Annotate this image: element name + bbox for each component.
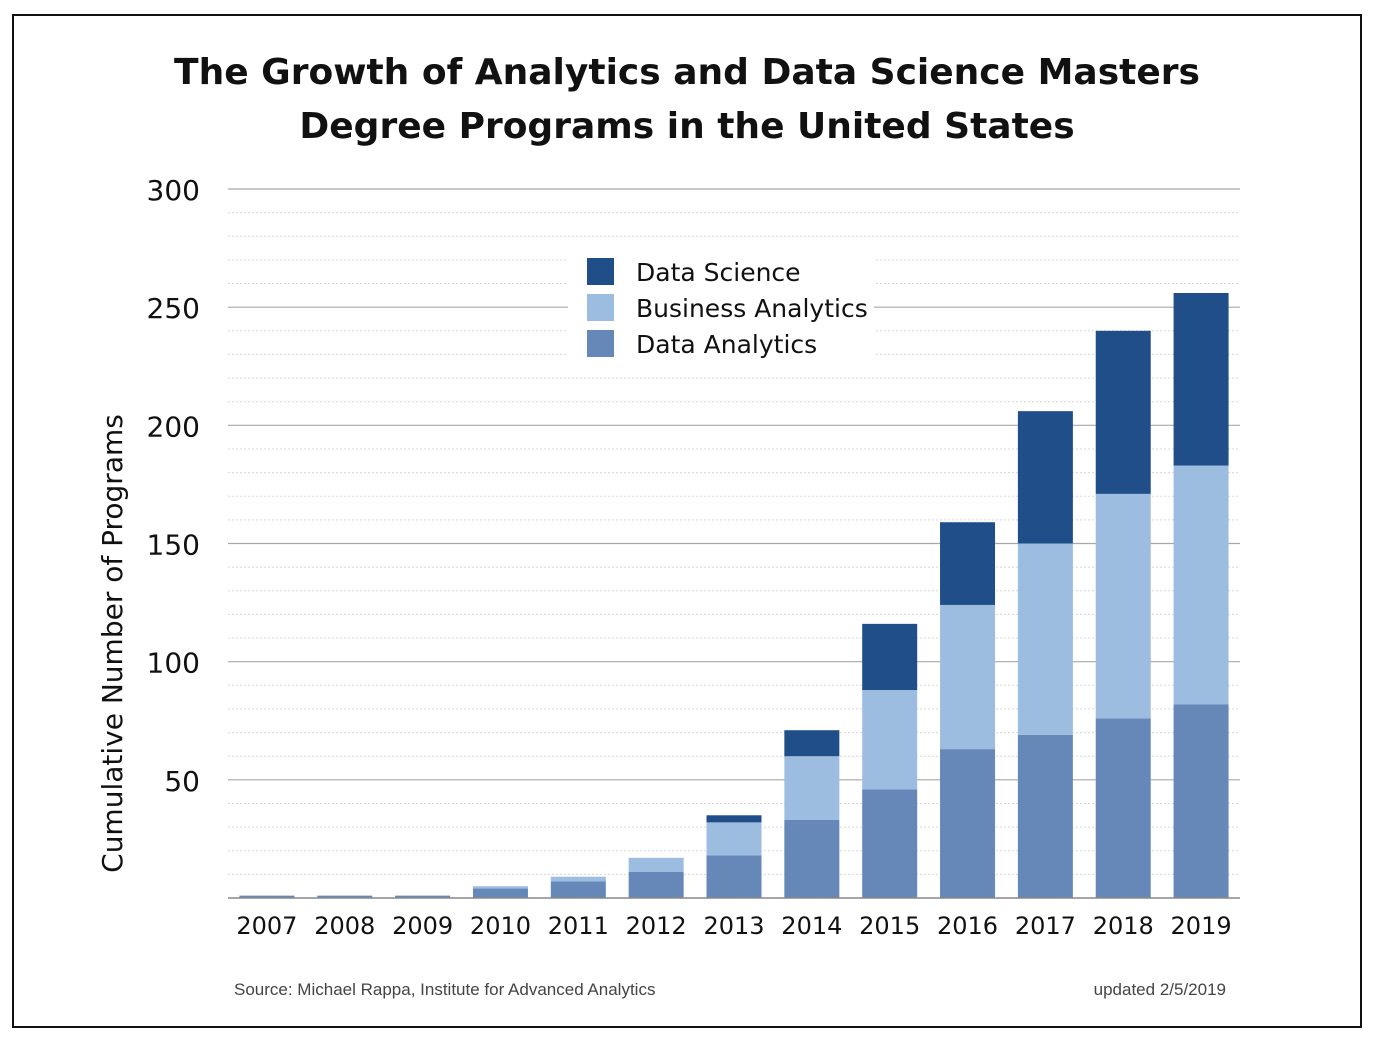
bar-segment xyxy=(472,886,528,889)
bar-segment xyxy=(862,789,918,898)
y-tick-label: 200 xyxy=(147,410,200,443)
y-tick-label: 50 xyxy=(164,765,200,798)
legend-swatch xyxy=(587,258,614,285)
bar-segment xyxy=(784,756,840,821)
source-note: Source: Michael Rappa, Institute for Adv… xyxy=(234,980,656,999)
x-tick-label: 2010 xyxy=(470,912,531,940)
y-tick-label: 250 xyxy=(147,292,200,325)
bar-segment xyxy=(1173,292,1229,466)
x-tick-label: 2017 xyxy=(1015,912,1076,940)
legend-label: Data Analytics xyxy=(636,330,817,359)
bar-segment xyxy=(706,822,762,856)
x-tick-label: 2008 xyxy=(314,912,375,940)
x-tick-label: 2014 xyxy=(781,912,842,940)
bar-segment xyxy=(550,881,606,898)
y-tick-label: 300 xyxy=(147,174,200,207)
bar-segment xyxy=(784,820,840,898)
legend-swatch xyxy=(587,330,614,357)
y-axis-label: Cumulative Number of Programs xyxy=(96,414,129,873)
bar-segment xyxy=(1173,704,1229,898)
chart-title-line2: Degree Programs in the United States xyxy=(299,106,1075,147)
chart-title-line1: The Growth of Analytics and Data Science… xyxy=(174,52,1200,93)
bar-segment xyxy=(628,872,684,898)
chart-title: The Growth of Analytics and Data Science… xyxy=(0,46,1374,154)
bar-segment xyxy=(1095,330,1151,494)
bar-segment xyxy=(862,690,918,790)
x-tick-label: 2011 xyxy=(548,912,609,940)
bar-segment xyxy=(706,815,762,823)
x-tick-label: 2007 xyxy=(236,912,297,940)
bar-segment xyxy=(1017,411,1073,544)
legend-label: Business Analytics xyxy=(636,294,868,323)
y-tick-label: 150 xyxy=(147,529,200,562)
bar-segment xyxy=(706,855,762,898)
legend-label: Data Science xyxy=(636,258,801,287)
updated-note: updated 2/5/2019 xyxy=(1093,980,1226,999)
x-tick-label: 2012 xyxy=(626,912,687,940)
legend: Data Science Business Analytics Data Analy… xyxy=(568,246,874,366)
bar-segment xyxy=(1173,465,1229,705)
bars xyxy=(239,292,1229,898)
x-tick-label: 2019 xyxy=(1171,912,1232,940)
x-tick-label: 2013 xyxy=(703,912,764,940)
bar-segment xyxy=(784,730,840,757)
bar-segment xyxy=(1017,543,1073,735)
bar-segment xyxy=(862,623,918,691)
x-tick-label: 2015 xyxy=(859,912,920,940)
bar-segment xyxy=(317,895,373,898)
x-tick-label: 2018 xyxy=(1093,912,1154,940)
bar-segment xyxy=(1017,734,1073,898)
x-tick-label: 2016 xyxy=(937,912,998,940)
bar-segment xyxy=(1095,718,1151,898)
bar-segment xyxy=(1095,493,1151,719)
bar-segment xyxy=(628,857,684,873)
x-tick-label: 2009 xyxy=(392,912,453,940)
bar-segment xyxy=(395,895,451,898)
bar-segment xyxy=(550,876,606,882)
bar-segment xyxy=(239,895,295,898)
axes: 50 100 150 200 250 300 Cumulative Number of Pr… xyxy=(96,174,1240,940)
legend-background xyxy=(568,246,874,366)
bar-segment xyxy=(472,888,528,898)
y-tick-label: 100 xyxy=(147,647,200,680)
bar-segment xyxy=(940,749,996,898)
bar-segment xyxy=(940,604,996,750)
legend-swatch xyxy=(587,294,614,321)
bar-segment xyxy=(940,522,996,605)
